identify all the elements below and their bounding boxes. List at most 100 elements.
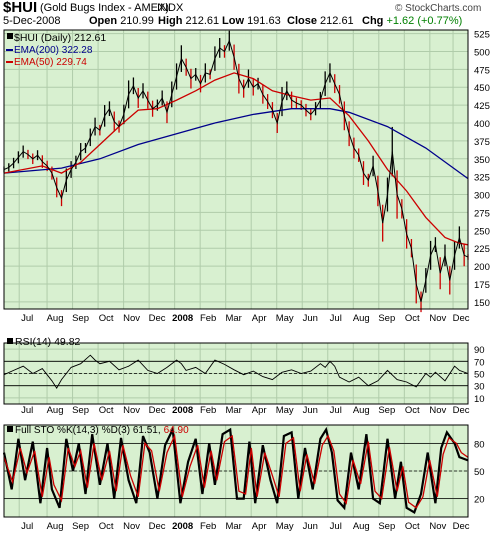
month-label: Feb [200, 521, 216, 532]
month-label: Dec [149, 405, 166, 416]
month-label: Dec [149, 313, 166, 324]
month-label: Feb [200, 405, 216, 416]
month-label: Nov [123, 521, 140, 532]
month-label: Apr [252, 313, 267, 324]
month-label: Oct [405, 405, 420, 416]
month-label: Jun [303, 405, 318, 416]
month-label: Nov [429, 405, 446, 416]
y-tick-label: 50 [474, 467, 485, 478]
month-label: May [276, 521, 294, 532]
month-label: Aug [353, 521, 370, 532]
rsi-line [3, 354, 469, 389]
month-label: Jul [330, 313, 342, 324]
month-label: Mar [225, 521, 241, 532]
month-label: Dec [149, 521, 166, 532]
quote-date: 5-Dec-2008 [3, 15, 61, 27]
month-label: Aug [353, 405, 370, 416]
month-label: Nov [429, 313, 446, 324]
y-tick-label: 425 [474, 101, 490, 112]
y-tick-label: 325 [474, 173, 490, 184]
y-tick-label: 275 [474, 208, 490, 219]
open-quote: Open 210.99 [89, 15, 154, 27]
month-label: 2008 [172, 521, 193, 532]
low-quote: Low 191.63 [222, 15, 281, 27]
month-label: Oct [99, 405, 114, 416]
month-label: May [276, 405, 294, 416]
stoch-legend-entry: 64.90 [164, 425, 189, 436]
y-tick-label: 70 [474, 357, 485, 368]
month-label: May [276, 313, 294, 324]
y-tick-label: 200 [474, 262, 490, 273]
stoch-legend-entry: Full STO %K(14,3) [15, 425, 99, 436]
month-label: Aug [47, 521, 64, 532]
month-label: Mar [225, 405, 241, 416]
close-quote: Close 212.61 [287, 15, 354, 27]
month-label: Feb [200, 313, 216, 324]
y-tick-label: 350 [474, 155, 490, 166]
price-line [3, 39, 469, 302]
month-label: Sep [378, 521, 395, 532]
month-label: Dec [453, 313, 470, 324]
month-label: Jun [303, 313, 318, 324]
high-quote: High 212.61 [158, 15, 220, 27]
rsi-frame [3, 342, 469, 405]
month-label: Apr [252, 405, 267, 416]
month-label: Jul [21, 521, 33, 532]
month-label: Apr [252, 521, 267, 532]
price-legend-entry: EMA(50) 229.74 [14, 57, 87, 68]
legend-swatch [7, 33, 13, 39]
price-frame [3, 29, 469, 310]
y-tick-label: 150 [474, 298, 490, 309]
month-label: Aug [353, 313, 370, 324]
y-tick-label: 525 [474, 30, 490, 41]
month-label: Oct [99, 521, 114, 532]
rsi-legend-swatch [7, 338, 13, 344]
y-tick-label: 225 [474, 244, 490, 255]
y-tick-label: 375 [474, 137, 490, 148]
exchange: INDX [157, 2, 184, 14]
month-label: Sep [72, 313, 89, 324]
stoch-legend-swatch [7, 426, 13, 432]
month-label: Aug [47, 313, 64, 324]
month-label: 2008 [172, 313, 193, 324]
y-tick-label: 450 [474, 83, 490, 94]
month-label: 2008 [172, 405, 193, 416]
y-tick-label: 250 [474, 226, 490, 237]
y-tick-label: 500 [474, 47, 490, 58]
month-label: Sep [72, 521, 89, 532]
month-label: Sep [378, 313, 395, 324]
month-label: Aug [47, 405, 64, 416]
month-label: Dec [453, 521, 470, 532]
month-label: Oct [405, 521, 420, 532]
stoch-legend: Full STO %K(14,3) %D(3) 61.51, 64.90 [15, 425, 189, 436]
price-panel-bg [4, 30, 468, 309]
price-legend-entry: EMA(200) 322.28 [14, 45, 93, 56]
month-label: Mar [225, 313, 241, 324]
y-tick-label: 20 [474, 495, 485, 506]
month-label: Sep [72, 405, 89, 416]
month-label: Oct [405, 313, 420, 324]
y-tick-label: 10 [474, 394, 485, 405]
y-tick-label: 175 [474, 280, 490, 291]
brand-logo: © StockCharts.com [395, 3, 482, 14]
price-legend-entry: $HUI (Daily) 212.61 [14, 32, 106, 44]
index-name: (Gold Bugs Index - AMEX) [40, 2, 169, 14]
y-tick-label: 80 [474, 439, 485, 450]
rsi-legend: RSI(14) 49.82 [15, 336, 81, 348]
y-tick-label: 90 [474, 345, 485, 356]
month-label: Jul [330, 521, 342, 532]
stoch-d-line [3, 433, 469, 509]
month-label: Sep [378, 405, 395, 416]
y-tick-label: 475 [474, 65, 490, 76]
ema200-line [3, 108, 469, 180]
y-tick-label: 50 [474, 370, 485, 381]
symbol: $HUI [3, 0, 38, 16]
month-label: Nov [123, 313, 140, 324]
month-label: Jul [21, 405, 33, 416]
y-tick-label: 30 [474, 382, 485, 393]
chart-header: $HUI (Gold Bugs Index - AMEX) INDX © Sto… [0, 0, 497, 30]
change-quote: Chg +1.62 (+0.77%) [362, 15, 463, 27]
y-tick-label: 300 [474, 191, 490, 202]
month-label: Jun [303, 521, 318, 532]
